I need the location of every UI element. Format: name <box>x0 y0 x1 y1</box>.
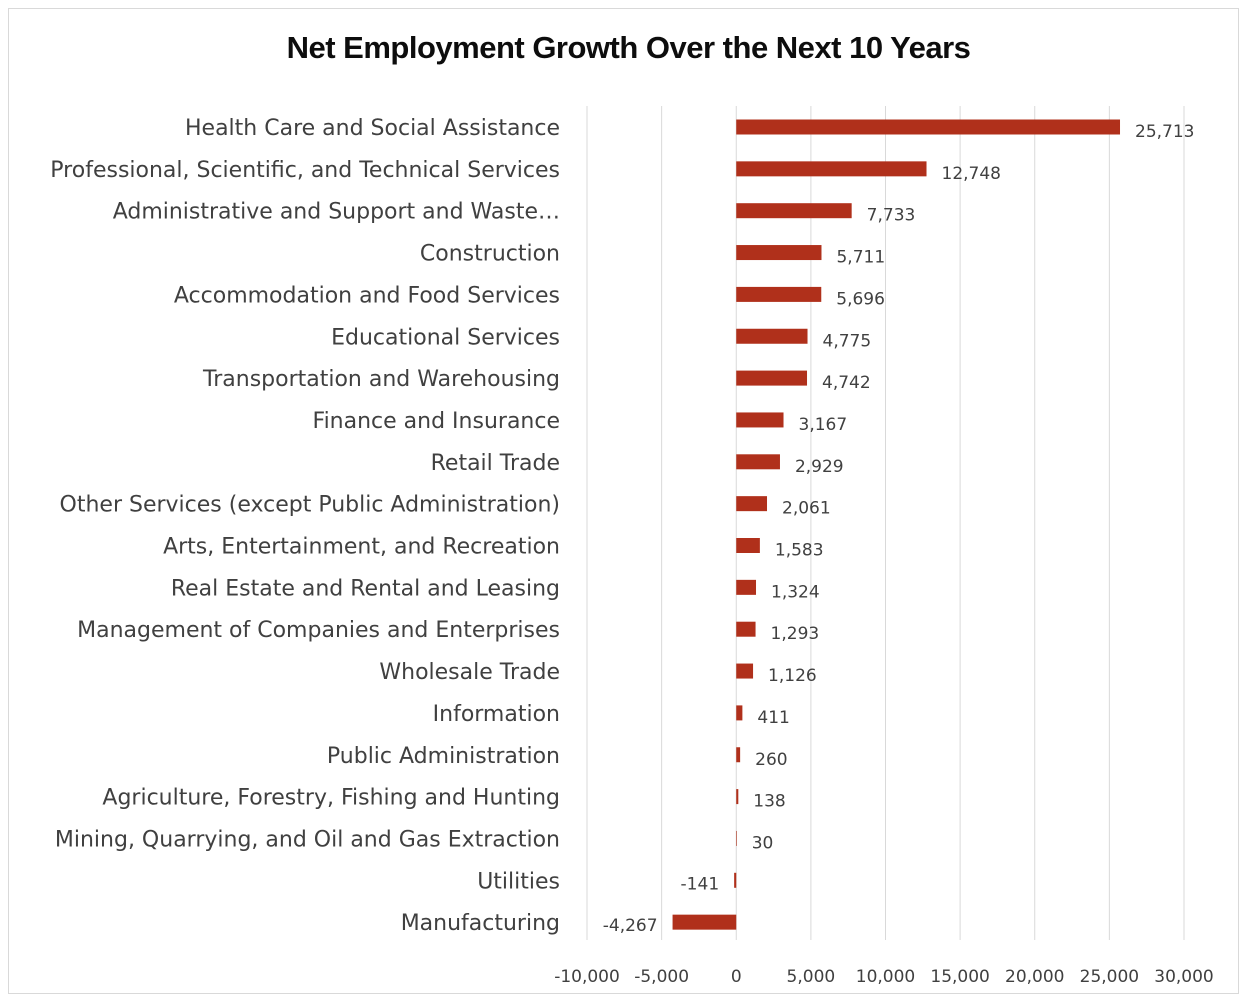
category-label: Transportation and Warehousing <box>202 367 560 392</box>
data-label: 2,929 <box>795 457 844 477</box>
data-label: 138 <box>753 792 785 812</box>
bar <box>736 119 1121 135</box>
data-label: 25,713 <box>1135 122 1194 142</box>
bar <box>736 830 737 846</box>
bar <box>736 621 756 637</box>
bar <box>736 496 768 512</box>
data-label: 1,126 <box>768 666 817 686</box>
data-label: 4,775 <box>823 331 872 351</box>
bar <box>736 705 743 721</box>
bar <box>736 454 780 470</box>
bar <box>736 161 927 177</box>
x-tick-label: -5,000 <box>634 967 689 987</box>
chart-frame <box>8 8 1239 994</box>
data-label: 2,061 <box>782 499 831 519</box>
bar <box>736 663 754 679</box>
category-label: Public Administration <box>327 744 560 769</box>
bar <box>736 328 808 344</box>
bar <box>736 538 760 553</box>
category-label: Management of Companies and Enterprises <box>77 618 560 643</box>
x-tick-label: 0 <box>731 967 742 987</box>
data-label: 5,711 <box>836 248 885 268</box>
bar <box>672 914 737 930</box>
data-label: 7,733 <box>867 206 916 226</box>
x-tick-label: 25,000 <box>1080 967 1139 987</box>
data-label: 411 <box>757 708 789 728</box>
bar <box>736 579 757 595</box>
data-labels: 25,713 12,748 7,733 5,711 5,696 4,775 4,742 3,1… <box>603 122 1195 936</box>
category-label: Finance and Insurance <box>313 409 560 434</box>
x-tick-label: 30,000 <box>1154 967 1213 987</box>
bar <box>736 245 822 261</box>
bar <box>736 203 852 219</box>
category-label: Mining, Quarrying, and Oil and Gas Extra… <box>55 827 560 852</box>
bar <box>736 370 808 386</box>
x-tick-label: 20,000 <box>1005 967 1064 987</box>
bar <box>734 872 737 888</box>
category-label: Information <box>433 702 560 727</box>
category-label: Agriculture, Forestry, Fishing and Hunti… <box>102 786 560 811</box>
category-label: Wholesale Trade <box>379 660 560 685</box>
data-label: 3,167 <box>799 415 848 435</box>
gridlines <box>586 106 1185 940</box>
data-label: 1,293 <box>771 624 820 644</box>
category-label: Utilities <box>477 869 560 894</box>
bar <box>736 412 784 428</box>
data-label: 1,324 <box>771 582 820 602</box>
data-label: 260 <box>755 750 787 770</box>
category-label: Manufacturing <box>401 911 560 936</box>
x-tick-labels: -10,000 -5,000 0 5,000 10,000 15,000 20,000 25,… <box>554 967 1214 987</box>
data-label: -4,267 <box>603 916 658 936</box>
bar <box>736 286 822 302</box>
bar <box>736 747 741 763</box>
x-tick-label: 15,000 <box>930 967 989 987</box>
category-label: Arts, Entertainment, and Recreation <box>163 535 560 560</box>
data-label: 30 <box>752 833 774 853</box>
category-label: Real Estate and Rental and Leasing <box>171 576 560 601</box>
category-label: Accommodation and Food Services <box>174 283 560 308</box>
category-label: Health Care and Social Assistance <box>185 116 560 141</box>
category-label: Administrative and Support and Waste… <box>113 200 560 225</box>
category-label: Professional, Scientific, and Technical … <box>50 158 560 183</box>
data-label: 12,748 <box>942 164 1001 184</box>
x-tick-label: -10,000 <box>554 967 620 987</box>
data-label: 1,583 <box>775 541 824 561</box>
data-label: -141 <box>681 874 720 894</box>
category-label: Other Services (except Public Administra… <box>60 493 560 518</box>
category-labels: Health Care and Social Assistance Profess… <box>50 116 560 936</box>
category-label: Retail Trade <box>431 451 560 476</box>
chart-title: Net Employment Growth Over the Next 10 Y… <box>286 30 971 65</box>
x-tick-label: 5,000 <box>787 967 836 987</box>
data-label: 4,742 <box>822 373 871 393</box>
bars <box>672 119 1121 930</box>
bar <box>736 789 739 805</box>
x-tick-label: 10,000 <box>856 967 915 987</box>
category-label: Educational Services <box>331 325 560 350</box>
data-label: 5,696 <box>836 289 885 309</box>
category-label: Construction <box>420 242 560 267</box>
